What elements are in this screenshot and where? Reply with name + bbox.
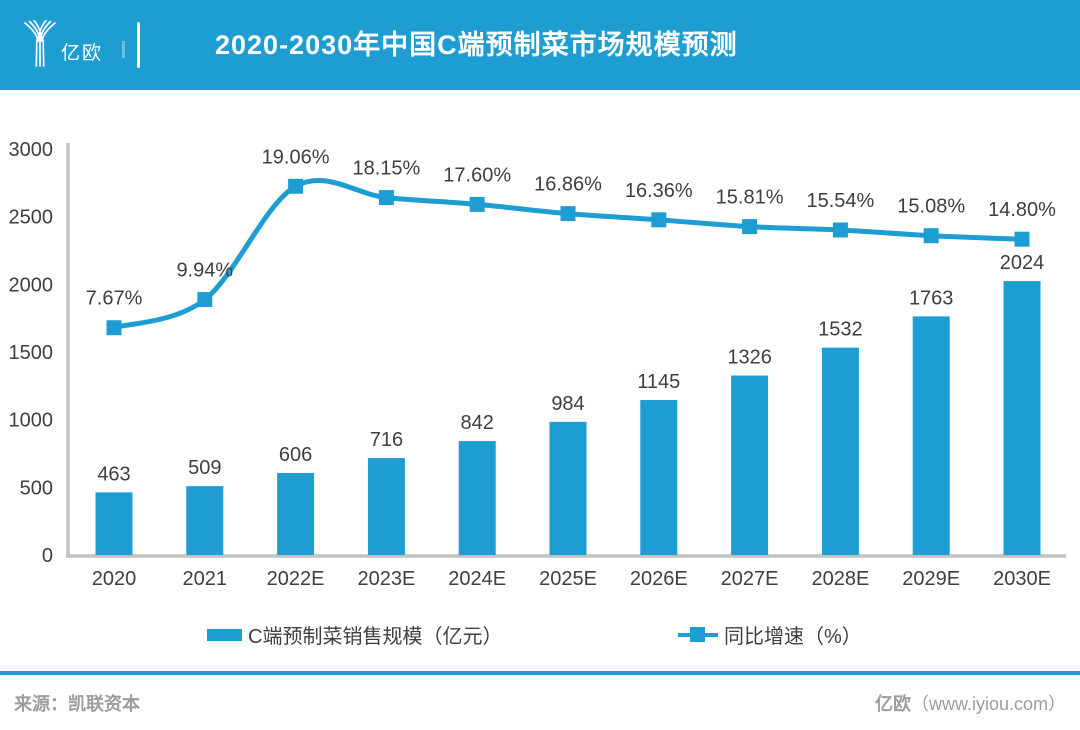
bar-2021 (186, 486, 224, 555)
line-marker-2030E (1014, 231, 1030, 247)
growth-rate-label: 19.06% (262, 146, 330, 168)
bar-2029E (912, 316, 950, 555)
y-axis-tick-label: 1000 (9, 410, 54, 432)
x-axis-category-label: 2022E (267, 568, 325, 590)
y-axis-tick-label: 500 (20, 477, 53, 499)
site-credit-url: （www.iyiou.com） (910, 694, 1066, 714)
site-credit-brand: 亿欧 (874, 694, 911, 714)
growth-rate-label: 15.08% (897, 196, 965, 218)
bar-2024E (458, 441, 496, 555)
legend-bar-label: C端预制菜销售规模（亿元） (248, 626, 503, 648)
x-axis-category-label: 2023E (357, 568, 415, 590)
line-marker-2026E (651, 212, 667, 228)
bar-value-label: 984 (551, 393, 584, 415)
source-note: 来源：凯联资本 (14, 694, 140, 714)
y-axis-tick-label: 3000 (9, 139, 54, 161)
bar-2022E (277, 472, 315, 555)
line-series-marker-icon (678, 626, 718, 642)
growth-rate-label: 16.36% (625, 180, 693, 202)
line-marker-2025E (560, 206, 576, 222)
growth-rate-label: 7.67% (86, 288, 143, 310)
logo-caret (122, 41, 125, 58)
line-marker-2028E (832, 222, 848, 238)
header-banner: 亿欧 2020-2030年中国C端预制菜市场规模预测 (0, 0, 1080, 90)
footer-divider (0, 671, 1080, 675)
y-axis-tick-label: 0 (42, 545, 53, 567)
bar-series-swatch-icon (207, 628, 242, 641)
x-axis-category-label: 2027E (721, 568, 779, 590)
line-marker-2020 (106, 320, 122, 336)
bar-value-label: 1145 (637, 371, 680, 393)
bar-2020 (95, 492, 133, 555)
header-divider (137, 22, 140, 68)
y-axis-tick-label: 2500 (9, 207, 54, 229)
line-marker-2023E (378, 190, 394, 206)
bar-2023E (367, 458, 405, 555)
line-marker-2029E (923, 228, 939, 244)
growth-line (113, 177, 1023, 331)
line-marker-2022E (288, 178, 304, 194)
legend-item-line: 同比增速（%） (678, 620, 862, 649)
bar-2030E (1003, 281, 1041, 555)
x-axis-category-label: 2025E (539, 568, 597, 590)
bar-value-label: 2024 (1000, 252, 1045, 274)
logo-text: 亿欧 (61, 43, 104, 64)
growth-rate-label: 17.60% (443, 164, 511, 186)
bar-2028E (821, 347, 859, 555)
bar-value-label: 1326 (727, 347, 772, 369)
legend-item-bar: C端预制菜销售规模（亿元） (207, 620, 502, 649)
site-credit: 亿欧（www.iyiou.com） (875, 690, 1066, 716)
bar-2027E (731, 375, 769, 555)
x-axis-category-label: 2030E (993, 568, 1051, 590)
line-marker-2024E (469, 196, 485, 212)
legend-line-label: 同比增速（%） (724, 626, 862, 648)
growth-rate-label: 9.94% (176, 260, 233, 282)
chart-title: 2020-2030年中国C端预制菜市场规模预测 (215, 30, 738, 60)
bar-2026E (640, 400, 678, 555)
growth-rate-label: 14.80% (988, 199, 1056, 221)
growth-rate-label: 18.15% (352, 158, 420, 180)
growth-rate-label: 15.81% (716, 187, 784, 209)
bar-2025E (549, 421, 587, 555)
bar-value-label: 716 (370, 429, 403, 451)
bar-value-label: 606 (279, 444, 312, 466)
bar-value-label: 842 (461, 412, 494, 434)
bar-value-label: 1532 (818, 319, 863, 341)
x-axis-category-label: 2020 (92, 568, 137, 590)
x-axis-category-label: 2029E (902, 568, 960, 590)
y-axis-tick-label: 2000 (9, 274, 54, 296)
y-axis-tick-label: 1500 (9, 342, 54, 364)
x-axis-category-label: 2021 (183, 568, 228, 590)
growth-rate-label: 16.86% (534, 174, 602, 196)
bar-value-label: 1763 (909, 287, 954, 309)
bar-value-label: 463 (97, 463, 130, 485)
line-marker-2021 (197, 292, 213, 308)
combo-chart-canvas: 0 500 1000 1500 2000 2500 3000 463 2020 509 2021 60… (9, 139, 1066, 590)
x-axis-category-label: 2024E (448, 568, 506, 590)
x-axis-category-label: 2026E (630, 568, 688, 590)
bar-value-label: 509 (188, 457, 221, 479)
growth-rate-label: 15.54% (806, 190, 874, 212)
yiou-logo-icon (24, 20, 56, 67)
x-axis-category-label: 2028E (811, 568, 869, 590)
line-marker-2027E (742, 219, 758, 235)
